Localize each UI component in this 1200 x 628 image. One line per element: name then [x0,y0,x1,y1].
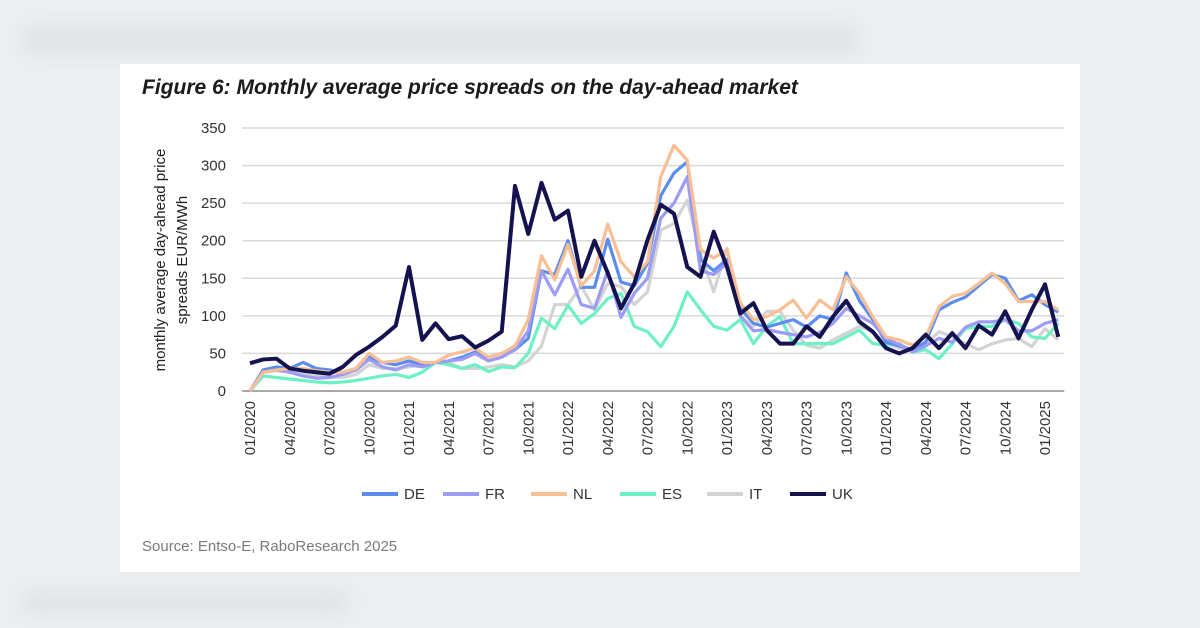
figure-title: Figure 6: Monthly average price spreads … [142,76,798,99]
legend-label-uk: UK [832,486,853,503]
blurred-background-text [20,590,350,614]
series-line-fr [248,175,1059,392]
x-tick-label: 07/2023 [799,401,816,455]
x-tick-label: 01/2025 [1037,401,1054,455]
y-tick-label: 100 [201,308,226,325]
x-tick-label: 10/2022 [679,401,696,455]
y-tick-label: 350 [201,120,226,137]
x-tick-label: 07/2022 [640,401,657,455]
x-tick-label: 10/2024 [997,401,1014,455]
x-tick-label: 04/2020 [282,401,299,455]
legend-label-nl: NL [573,486,592,503]
y-tick-label: 250 [201,195,226,212]
y-tick-label: 200 [201,233,226,250]
x-tick-label: 04/2024 [918,401,935,455]
x-tick-label: 01/2021 [401,401,418,455]
series-line-es [248,290,1060,393]
legend-label-fr: FR [485,486,505,503]
y-tick-label: 0 [218,383,226,400]
x-tick-label: 01/2023 [719,401,736,455]
y-axis-label: monthly average day-ahead price [152,149,169,372]
x-tick-label: 10/2020 [361,401,378,455]
figure-source: Source: Entso-E, RaboResearch 2025 [142,538,398,555]
y-axis-label: spreads EUR/MWh [174,196,191,324]
x-tick-label: 04/2022 [600,401,617,455]
legend-label-de: DE [404,486,425,503]
x-tick-label: 07/2021 [481,401,498,455]
x-tick-label: 01/2022 [560,401,577,455]
series-line-uk [249,180,1061,376]
legend-label-it: IT [749,486,762,503]
y-tick-label: 300 [201,158,226,175]
blurred-background-text [20,25,860,55]
x-tick-label: 04/2023 [759,401,776,455]
x-tick-label: 01/2024 [878,401,895,455]
x-tick-label: 10/2023 [838,401,855,455]
legend-label-es: ES [662,486,682,503]
y-tick-label: 150 [201,270,226,287]
figure-card [120,64,1080,572]
x-tick-label: 04/2021 [441,401,458,455]
x-tick-label: 10/2021 [520,401,537,455]
x-tick-label: 07/2020 [322,401,339,455]
x-tick-label: 07/2024 [958,401,975,455]
y-tick-label: 50 [209,345,226,362]
x-tick-label: 01/2020 [242,401,259,455]
